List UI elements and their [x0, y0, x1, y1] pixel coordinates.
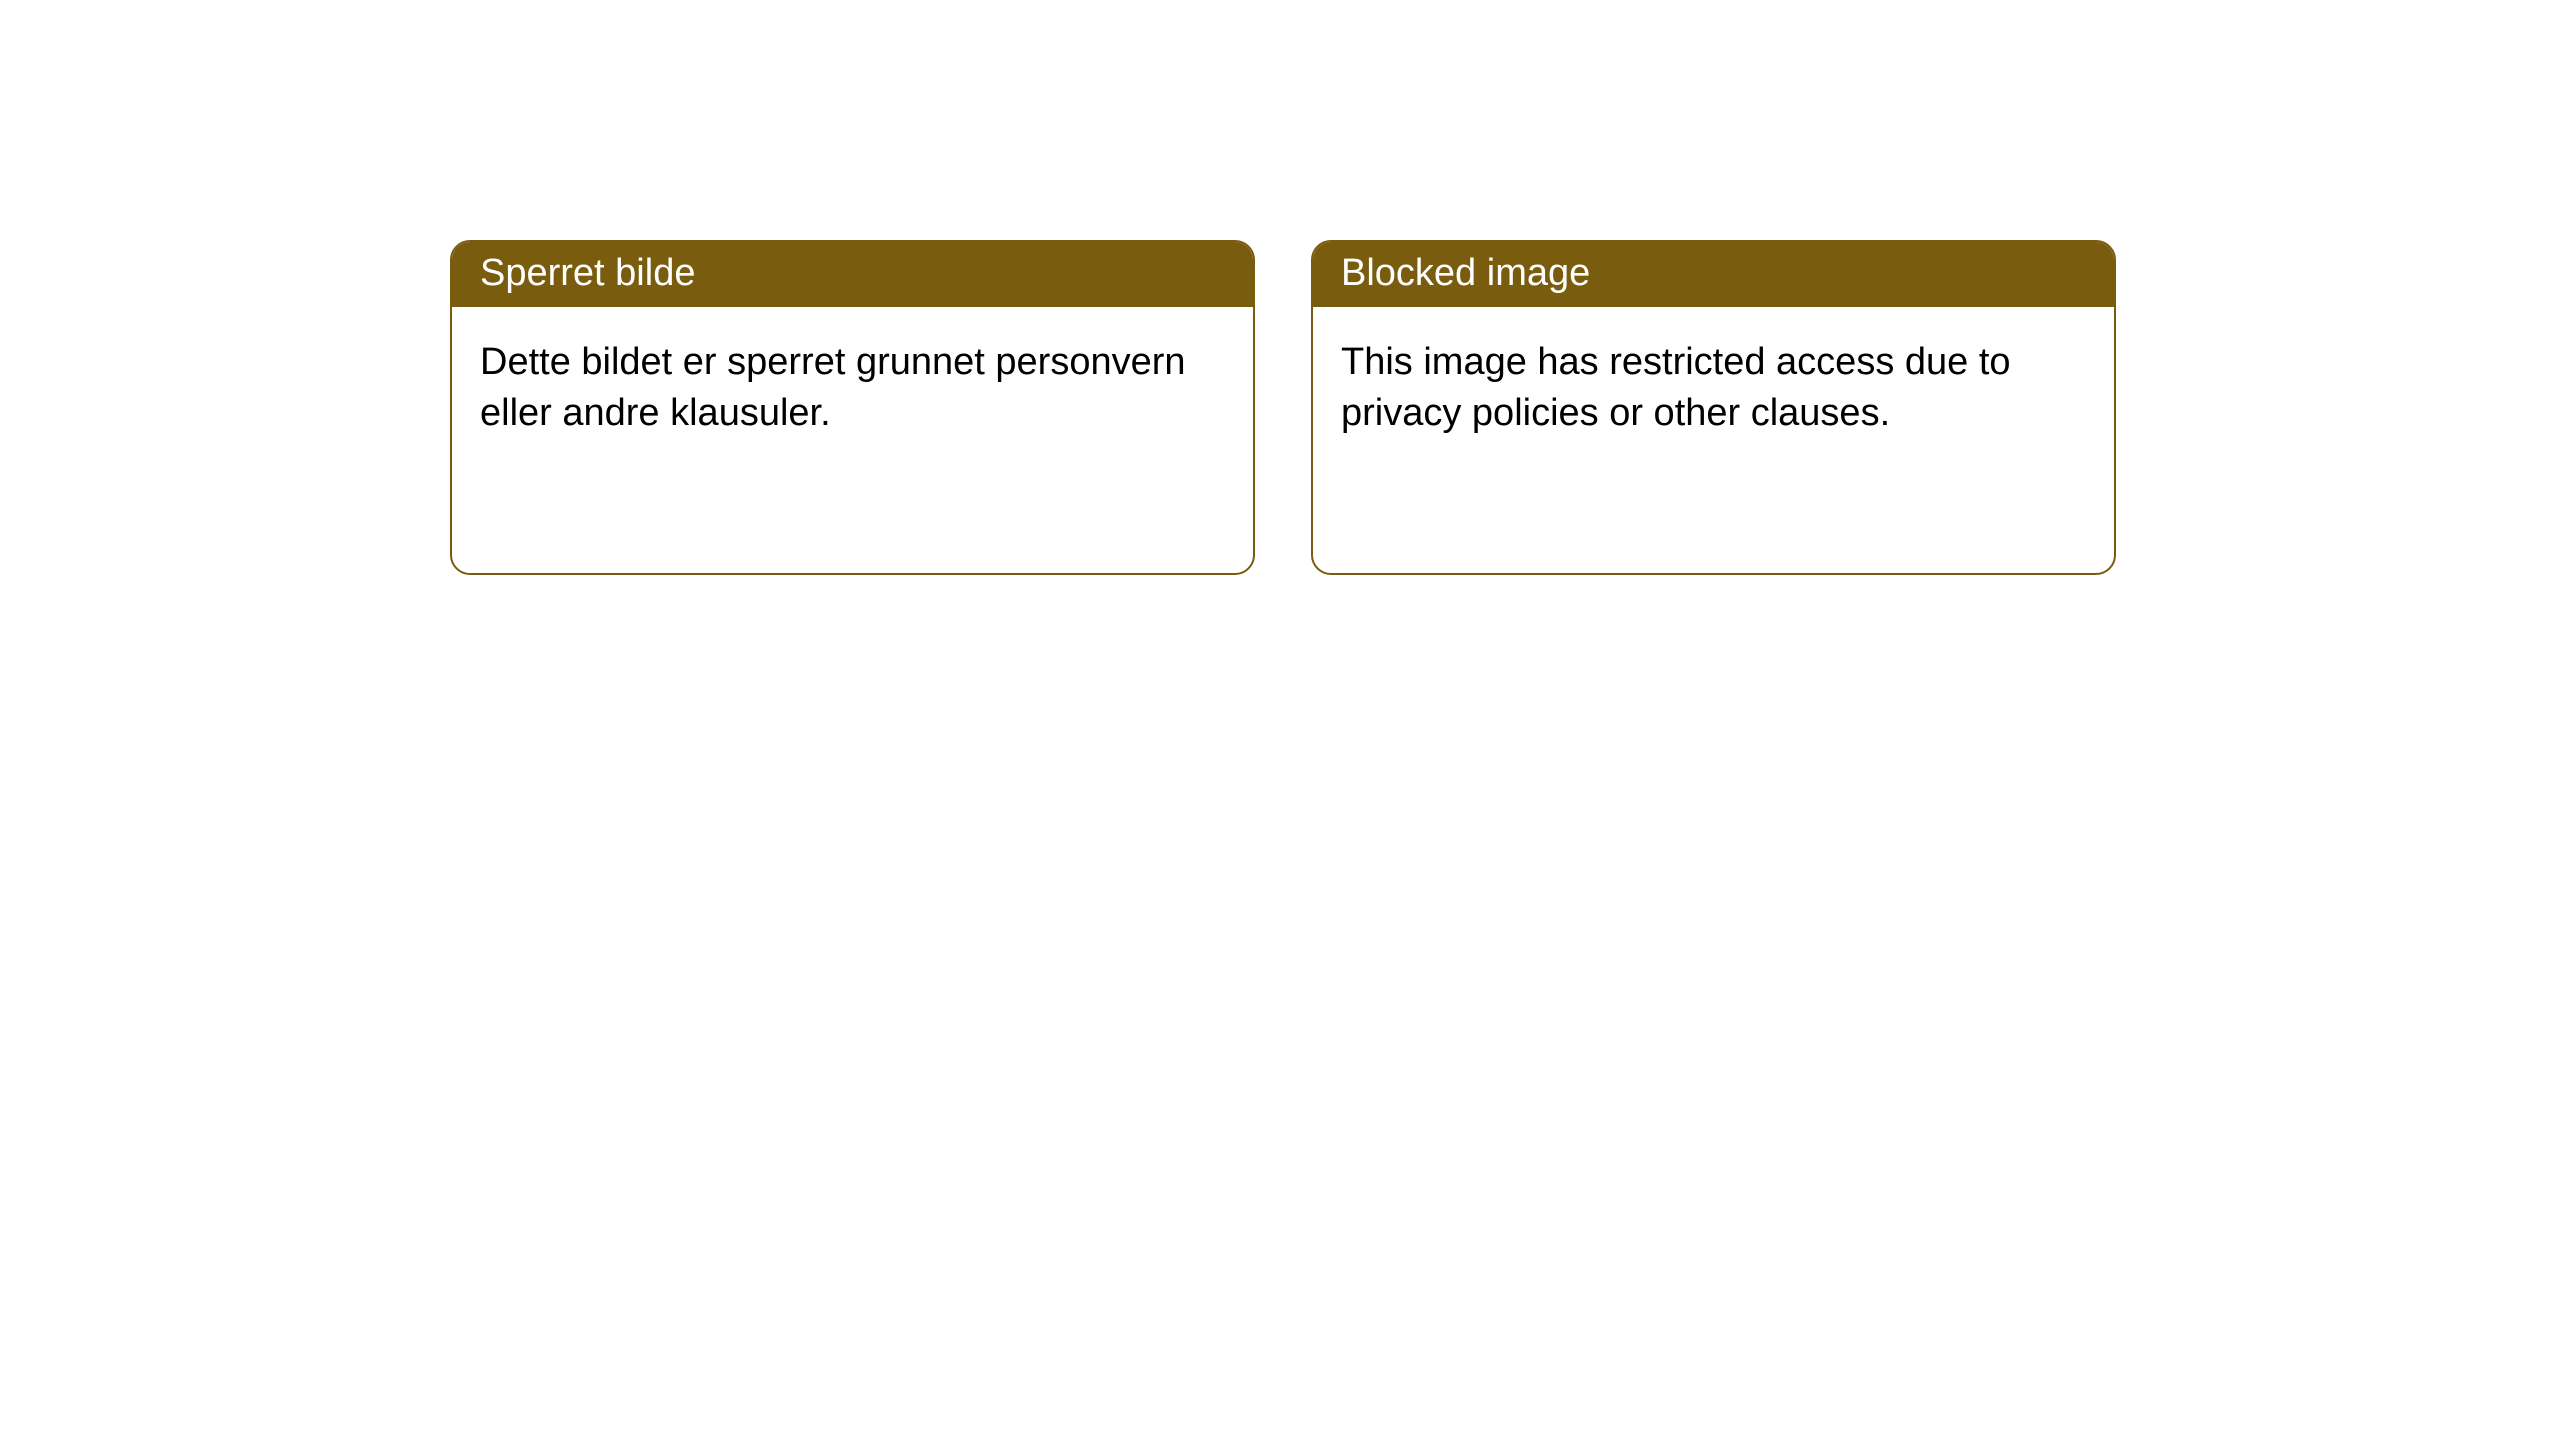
notice-card-english: Blocked image This image has restricted …: [1311, 240, 2116, 575]
notice-body-english: This image has restricted access due to …: [1313, 307, 2114, 470]
notice-body-norwegian: Dette bildet er sperret grunnet personve…: [452, 307, 1253, 470]
notice-container: Sperret bilde Dette bildet er sperret gr…: [0, 0, 2560, 575]
notice-card-norwegian: Sperret bilde Dette bildet er sperret gr…: [450, 240, 1255, 575]
notice-header-english: Blocked image: [1313, 242, 2114, 307]
notice-header-norwegian: Sperret bilde: [452, 242, 1253, 307]
